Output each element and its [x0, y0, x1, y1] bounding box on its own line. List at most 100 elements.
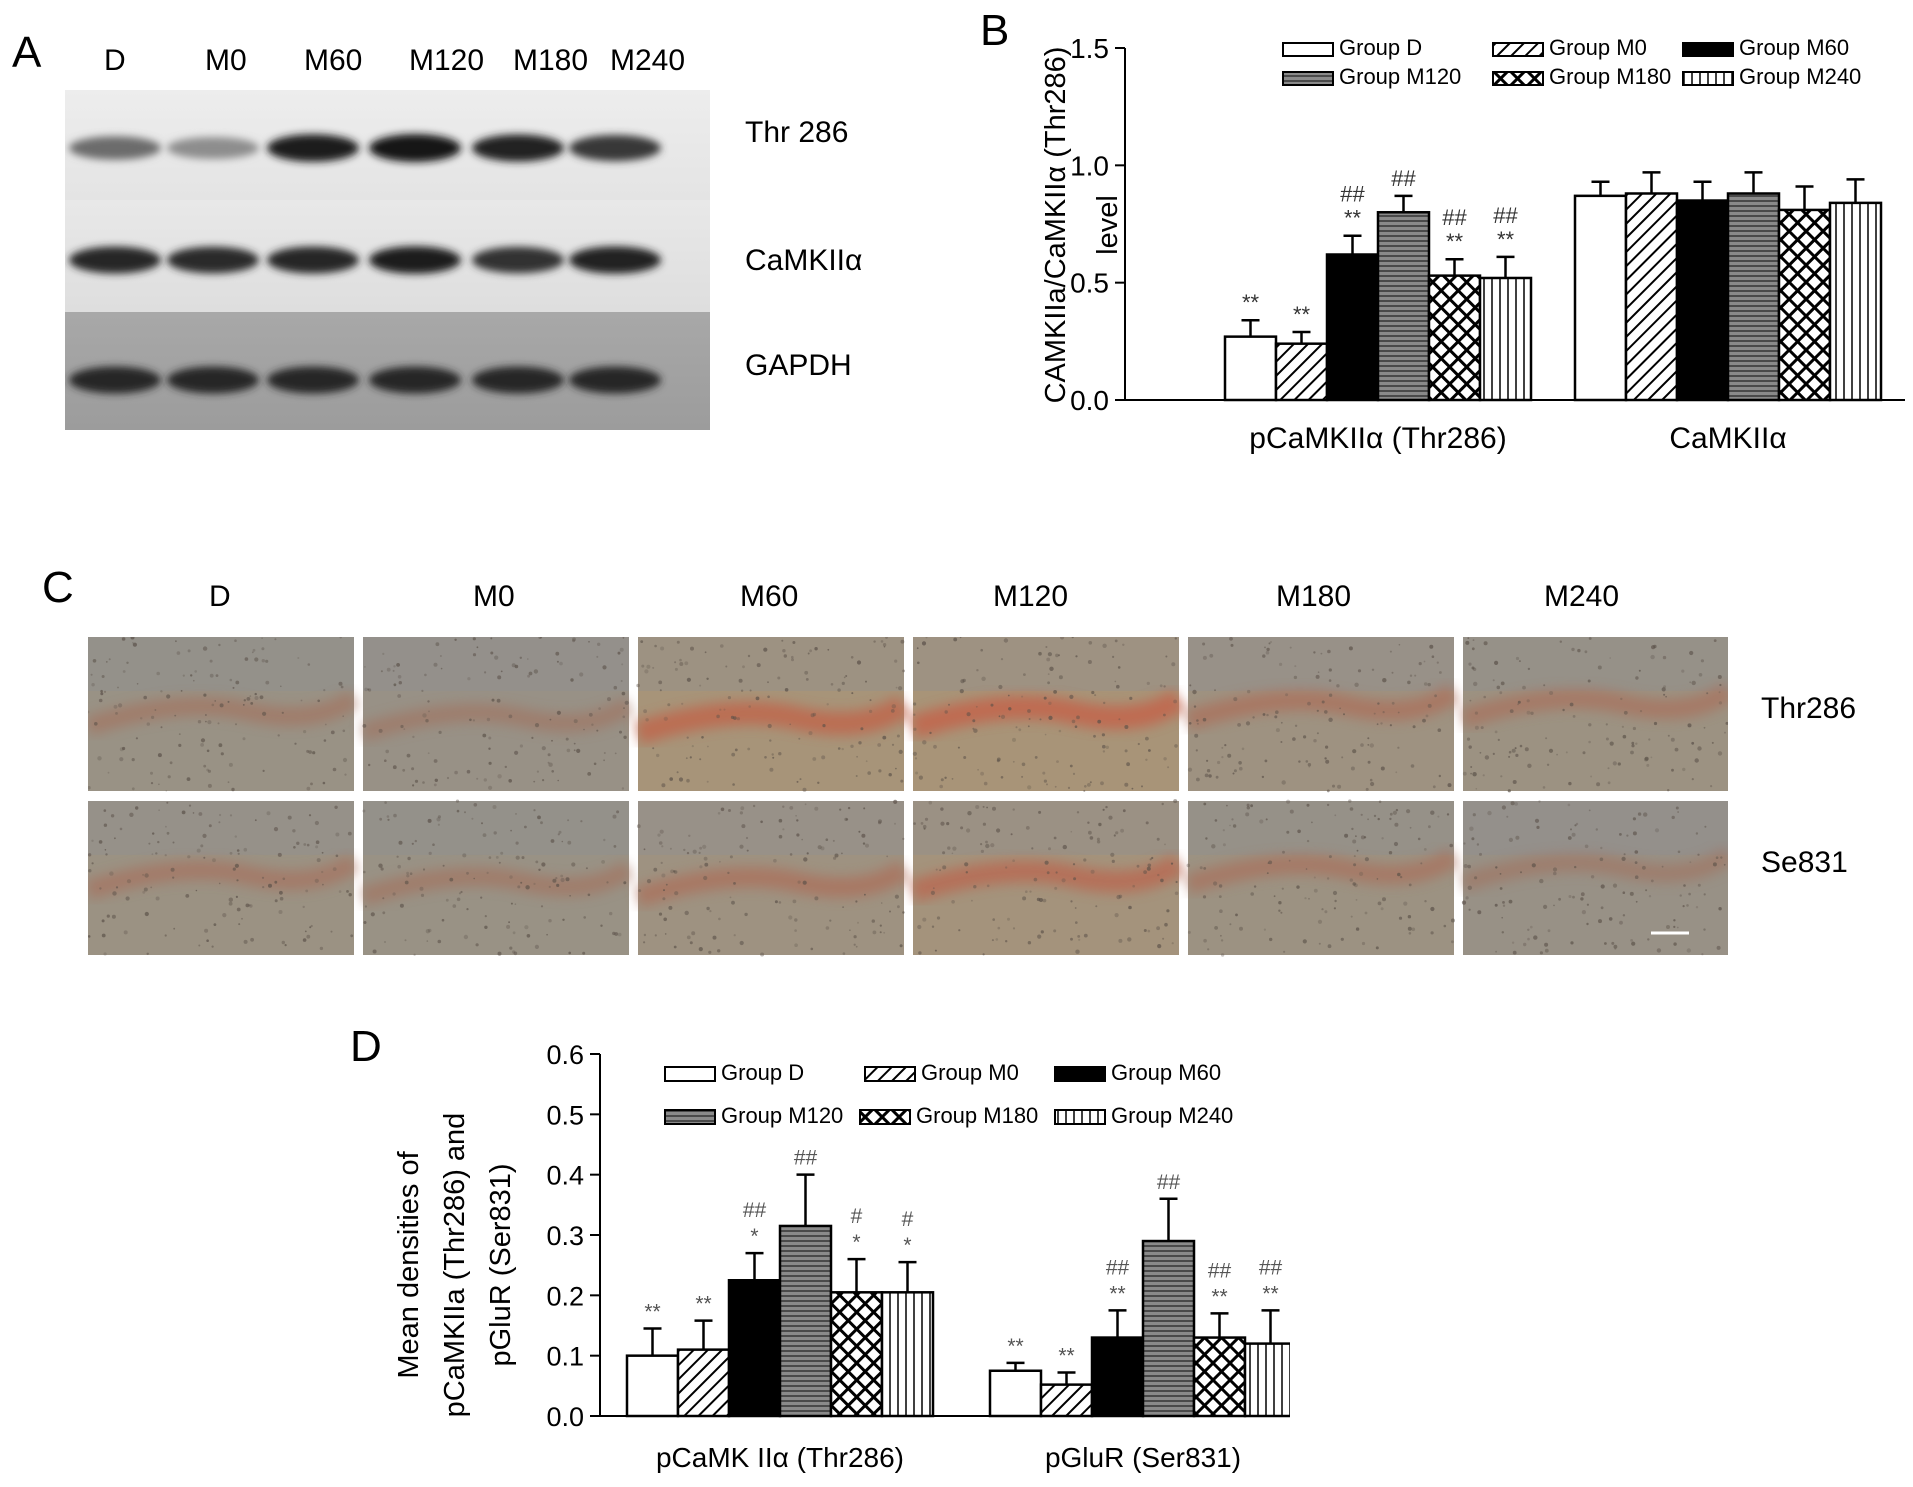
blot-row-label-camkii: CaMKIIα — [745, 244, 863, 277]
significance-mark: ** — [1262, 1282, 1278, 1305]
legend-swatch — [864, 1066, 916, 1082]
y-tick-label: 1.5 — [1070, 33, 1109, 64]
legend-label: Group M180 — [1549, 64, 1671, 89]
significance-mark: * — [903, 1234, 911, 1257]
histology-row-label-se831: Se831 — [1761, 846, 1848, 879]
legend-label: Group D — [1339, 35, 1422, 60]
bar — [1243, 1342, 1290, 1418]
significance-mark: ## — [1340, 182, 1365, 207]
lane-label-m60: M60 — [304, 44, 363, 77]
histology-tile — [909, 799, 1186, 956]
blot-band — [472, 366, 564, 394]
bar — [1223, 335, 1278, 402]
blot-band — [167, 366, 259, 394]
histology-col-label-m0: M0 — [473, 580, 515, 613]
blot-band — [569, 366, 661, 394]
legend-label: Group M180 — [916, 1103, 1038, 1128]
bar — [880, 1291, 935, 1418]
legend-swatch — [664, 1109, 716, 1125]
bar — [778, 1224, 833, 1418]
blot-band — [472, 134, 564, 162]
blot-band — [267, 246, 359, 274]
significance-mark: ** — [1007, 1335, 1023, 1358]
legend-swatch — [1054, 1109, 1106, 1125]
bar — [1427, 274, 1482, 402]
histology-grid — [88, 637, 1728, 957]
bar — [1726, 192, 1781, 402]
histology-tile — [634, 637, 911, 792]
histology-col-label-m60: M60 — [740, 580, 799, 613]
legend-label: Group M0 — [921, 1060, 1019, 1085]
blot-band — [69, 136, 161, 160]
significance-mark: ** — [1293, 302, 1311, 327]
bar — [1777, 208, 1832, 402]
blot-band — [569, 134, 661, 162]
lane-label-m0: M0 — [205, 44, 247, 77]
blot-band — [267, 366, 359, 394]
significance-mark: ** — [1211, 1285, 1227, 1308]
histology-col-label-m180: M180 — [1276, 580, 1352, 613]
bar — [1090, 1336, 1145, 1418]
panel-c-label: C — [42, 563, 74, 612]
western-blot — [65, 90, 710, 430]
significance-mark: ## — [1208, 1259, 1232, 1282]
significance-mark: * — [750, 1225, 758, 1248]
histology-tile — [88, 801, 360, 956]
legend-label: Group M120 — [1339, 64, 1461, 89]
legend-label: Group M240 — [1739, 64, 1861, 89]
bar — [1376, 211, 1431, 402]
histology-tile — [1184, 637, 1460, 793]
y-axis-label: Mean densities of — [393, 1150, 425, 1378]
bar — [727, 1279, 782, 1418]
legend-swatch — [1682, 42, 1734, 57]
significance-mark: ** — [644, 1301, 660, 1324]
category-label: pGluR (Ser831) — [1045, 1442, 1241, 1473]
bar — [1141, 1239, 1196, 1418]
significance-mark: ## — [1391, 166, 1416, 191]
blot-band — [369, 134, 461, 162]
legend-swatch — [1282, 42, 1334, 57]
histology-col-label-m240: M240 — [1544, 580, 1620, 613]
histology-col-label-m120: M120 — [993, 580, 1069, 613]
legend-label: Group M120 — [721, 1103, 843, 1128]
legend-label: Group M240 — [1111, 1103, 1233, 1128]
histology-tile — [634, 799, 910, 957]
histology-row-label-thr286: Thr286 — [1761, 692, 1857, 725]
y-axis-label: pGluR (Ser831) — [485, 1163, 517, 1366]
significance-mark: ## — [743, 1199, 767, 1222]
lane-label-m240: M240 — [610, 44, 686, 77]
histology-tile — [360, 799, 635, 956]
histology-tile — [1460, 800, 1728, 956]
blot-row-label-thr286: Thr 286 — [745, 116, 849, 149]
bar — [1624, 192, 1679, 402]
category-label: CaMKIIα — [1669, 422, 1786, 455]
histology-tile — [1184, 799, 1460, 957]
histology-col-label-d: D — [209, 580, 231, 613]
legend-label: Group M60 — [1111, 1060, 1221, 1085]
y-tick-label: 0.1 — [546, 1342, 584, 1372]
legend-label: Group D — [721, 1060, 804, 1085]
y-tick-label: 0.6 — [546, 1040, 584, 1070]
blot-band — [167, 137, 259, 159]
legend-label: Group M0 — [1549, 35, 1647, 60]
significance-mark: ** — [1497, 227, 1515, 252]
panel-d-label: D — [350, 1022, 382, 1071]
bar — [1325, 253, 1380, 402]
significance-mark: ** — [695, 1293, 711, 1316]
bar — [625, 1354, 680, 1418]
bar — [1573, 194, 1628, 402]
significance-mark: ** — [1446, 229, 1464, 254]
bar — [1478, 276, 1533, 402]
significance-mark: ## — [1493, 203, 1518, 228]
bar — [1192, 1336, 1247, 1418]
y-tick-label: 0.5 — [1070, 268, 1109, 299]
blot-row-label-gapdh: GAPDH — [745, 349, 852, 382]
significance-mark: ** — [1109, 1282, 1125, 1305]
bar — [1675, 199, 1730, 402]
bar — [676, 1348, 731, 1418]
panel-a-label: A — [12, 28, 42, 77]
bar — [1274, 342, 1329, 402]
blot-band — [369, 366, 461, 394]
category-label: pCaMKIIα (Thr286) — [1249, 422, 1506, 455]
